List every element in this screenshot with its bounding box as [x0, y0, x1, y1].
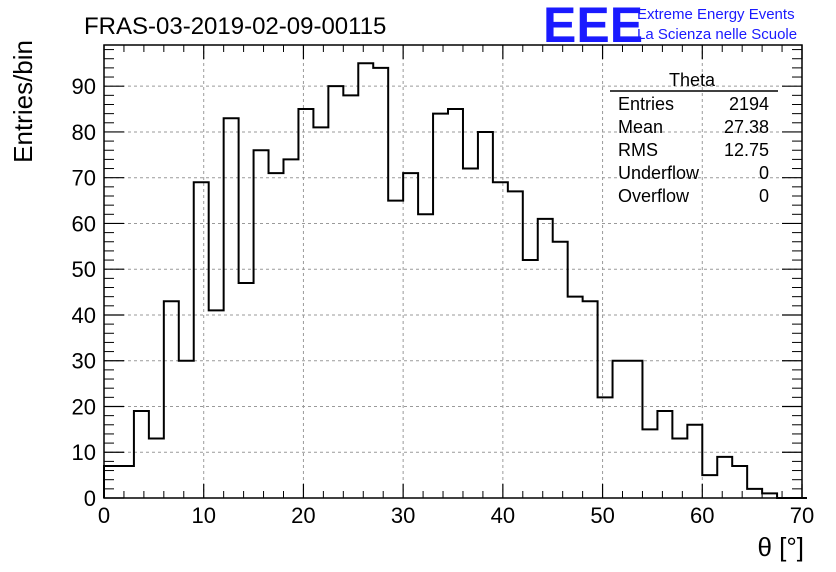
x-tick-label: 30	[391, 503, 415, 528]
stats-row-value: 2194	[729, 94, 769, 114]
x-tick-label: 40	[491, 503, 515, 528]
y-tick-label: 60	[72, 211, 96, 236]
x-axis-label: θ [°]	[757, 532, 804, 562]
grid	[104, 45, 802, 498]
y-tick-label: 50	[72, 257, 96, 282]
y-axis-label: Entries/bin	[8, 40, 38, 163]
logo-line-1: Extreme Energy Events	[637, 6, 795, 23]
logo-mark: EEE	[543, 0, 643, 53]
eee-logo: EEE Extreme Energy Events La Scienza nel…	[543, 0, 797, 53]
y-tick-label: 40	[72, 303, 96, 328]
stats-row-label: Entries	[618, 94, 674, 114]
stats-row-value: 27.38	[724, 117, 769, 137]
stats-rows: Entries 2194 Mean 27.38 RMS 12.75 Underflow 0 Ov…	[618, 94, 769, 206]
chart-title: FRAS-03-2019-02-09-00115	[84, 13, 386, 40]
y-tick-label: 0	[84, 486, 96, 511]
x-tick-label: 0	[98, 503, 110, 528]
axis-ticks	[103, 45, 803, 499]
stats-row-label: Mean	[618, 117, 663, 137]
stats-row-label: Overflow	[618, 186, 690, 206]
x-tick-label: 60	[690, 503, 714, 528]
x-tick-label: 70	[790, 503, 814, 528]
logo-line-2: La Scienza nelle Scuole	[637, 26, 797, 43]
y-tick-label: 30	[72, 349, 96, 374]
stats-name: Theta	[669, 70, 716, 90]
y-tick-label: 20	[72, 394, 96, 419]
stats-row-label: Underflow	[618, 163, 700, 183]
y-tick-label: 90	[72, 74, 96, 99]
tick-labels: 0 10 20 30 40 50 60 70 0 10 20 30 40 50 60 70 80 90	[72, 74, 815, 528]
x-tick-label: 50	[590, 503, 614, 528]
stats-row-label: RMS	[618, 140, 658, 160]
stats-row-value: 0	[759, 163, 769, 183]
stats-row-value: 0	[759, 186, 769, 206]
histogram-step-line	[103, 62, 807, 499]
stats-row-value: 12.75	[724, 140, 769, 160]
stats-box: Theta Entries 2194 Mean 27.38 RMS 12.75 Underf…	[610, 70, 778, 206]
x-tick-label: 10	[191, 503, 215, 528]
plot-frame	[103, 44, 803, 499]
y-tick-label: 10	[72, 440, 96, 465]
y-tick-label: 80	[72, 120, 96, 145]
x-tick-label: 20	[291, 503, 315, 528]
y-tick-label: 70	[72, 166, 96, 191]
